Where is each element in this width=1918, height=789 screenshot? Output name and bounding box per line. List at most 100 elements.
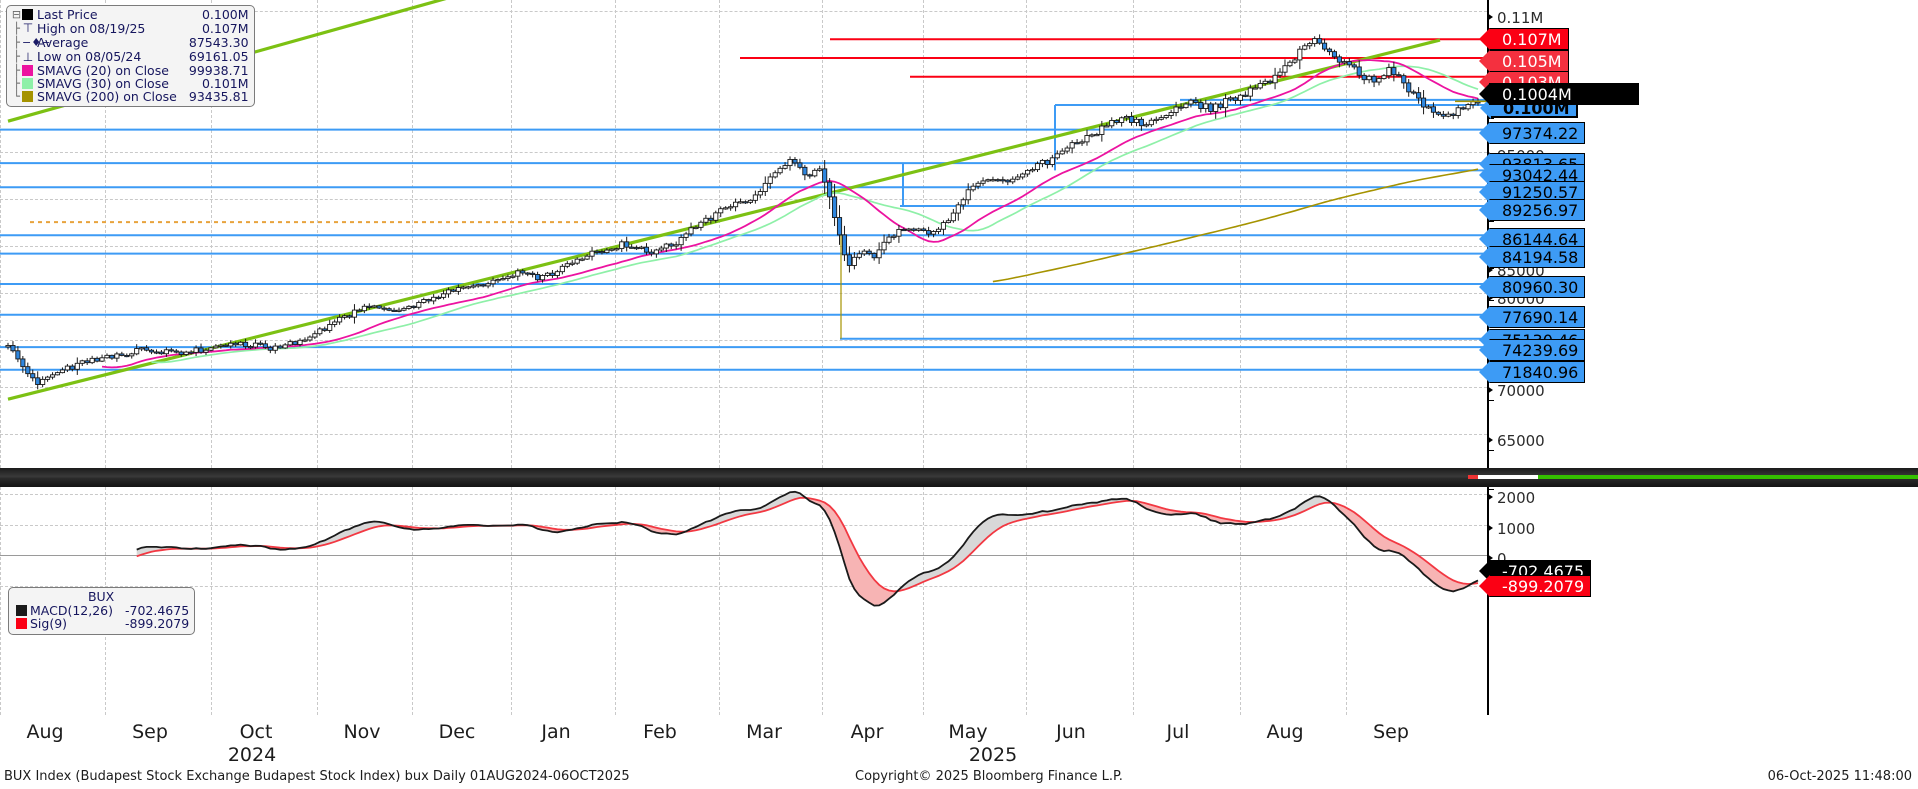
x-axis-month-label: Jan bbox=[541, 721, 571, 743]
tick-arrow-icon bbox=[1487, 493, 1493, 501]
legend-tree-glyph: ├ bbox=[13, 35, 20, 49]
gridline-h bbox=[0, 387, 1487, 388]
legend-label: High on 08/19/25 bbox=[37, 20, 146, 36]
legend-tree-glyph: ⊟ bbox=[11, 8, 22, 21]
legend-tree-glyph: ├ bbox=[13, 50, 20, 64]
legend-label: SMAVG (30) on Close bbox=[37, 76, 169, 92]
price-legend-box[interactable]: ⊟ Last Price 0.100M ├ ⊤ High on 08/19/25 0.107… bbox=[6, 5, 255, 108]
macd-legend-swatch bbox=[13, 617, 30, 630]
gridline-v bbox=[511, 487, 512, 715]
x-axis-month-label: Apr bbox=[850, 721, 884, 743]
sma30-line bbox=[151, 65, 1479, 364]
legend-swatch-high-icon: ⊤ bbox=[22, 21, 34, 36]
gridline-h bbox=[0, 585, 1487, 587]
price-level-flag[interactable]: 74239.69 bbox=[1478, 339, 1586, 361]
price-level-flag[interactable]: 71840.96 bbox=[1478, 361, 1586, 383]
price-tick-mark bbox=[1487, 300, 1494, 301]
gridline-h bbox=[0, 11, 1487, 12]
legend-value: 87543.30 bbox=[188, 34, 249, 50]
macd-axis[interactable]: 2000 1000 0 -702.4675 -899.2079 bbox=[1478, 487, 1918, 715]
price-level-flag[interactable]: 97374.22 bbox=[1478, 122, 1586, 144]
legend-swatch-box-icon bbox=[22, 90, 37, 103]
signal-line bbox=[136, 496, 1479, 593]
macd-legend-row[interactable]: MACD(12,26) -702.4675 bbox=[13, 604, 189, 617]
gridline-v bbox=[511, 0, 512, 468]
macd-legend-label: Sig(9) bbox=[30, 616, 68, 632]
tick-arrow-icon bbox=[1487, 294, 1493, 302]
gridline-v bbox=[719, 0, 720, 468]
tick-arrow-icon bbox=[1487, 386, 1493, 394]
macd-legend-row[interactable]: Sig(9) -899.2079 bbox=[13, 616, 190, 632]
x-axis-month-label: Sep bbox=[1373, 721, 1409, 743]
legend-value: 0.107M bbox=[201, 20, 249, 36]
price-tick-label: 70000 bbox=[1487, 382, 1545, 400]
gridline-v bbox=[822, 0, 823, 468]
macd-legend-value: -899.2079 bbox=[125, 616, 190, 632]
scrollbar-white-marker bbox=[1478, 475, 1538, 479]
x-axis-month-label: Jul bbox=[1166, 721, 1190, 743]
price-level-flag[interactable]: 0.1004M bbox=[1479, 83, 1639, 105]
x-axis-month-label: May bbox=[948, 721, 988, 743]
legend-value: 93435.81 bbox=[188, 89, 249, 105]
legend-label: Last Price bbox=[37, 7, 98, 22]
scrollbar-red-marker bbox=[1468, 475, 1478, 479]
price-level-flag[interactable]: 0.107M bbox=[1479, 28, 1569, 50]
gridline-v bbox=[105, 0, 106, 468]
legend-swatch-avg-icon: −♦− bbox=[22, 36, 51, 50]
tick-arrow-icon bbox=[1487, 436, 1493, 444]
footer-chart-description: BUX Index (Budapest Stock Exchange Budap… bbox=[4, 769, 630, 784]
legend-row[interactable]: ├ SMAVG (30) on Close 0.101M bbox=[11, 76, 249, 92]
x-axis-month-label: Aug bbox=[1266, 721, 1304, 743]
macd-axis-line bbox=[1487, 487, 1489, 715]
price-chart-panel[interactable] bbox=[0, 0, 1488, 468]
price-level-flag[interactable]: 86144.64 bbox=[1478, 228, 1586, 250]
legend-row[interactable]: ⊟ Last Price 0.100M bbox=[11, 8, 249, 21]
footer-timestamp: 06-Oct-2025 11:48:00 bbox=[1767, 769, 1912, 784]
sma200-line bbox=[992, 168, 1479, 283]
price-level-flag[interactable]: 80960.30 bbox=[1478, 276, 1586, 298]
x-axis-month-label: Aug bbox=[26, 721, 64, 743]
x-axis-month-label: Sep bbox=[132, 721, 168, 743]
gridline-v bbox=[1346, 487, 1347, 715]
price-tick-label: 65000 bbox=[1487, 432, 1545, 450]
x-axis-month-label: Oct bbox=[239, 721, 273, 743]
price-level-flag[interactable]: 89256.97 bbox=[1478, 199, 1586, 221]
gridline-v bbox=[412, 487, 413, 715]
gridline-h bbox=[0, 434, 1487, 435]
legend-value: 0.101M bbox=[201, 76, 249, 92]
macd-tick-label: 2000 bbox=[1487, 489, 1535, 507]
sma20-line bbox=[101, 59, 1479, 369]
legend-row[interactable]: ├ ⊤ High on 08/19/25 0.107M bbox=[11, 20, 249, 36]
price-tick-mark bbox=[1487, 400, 1494, 401]
gridline-v bbox=[1346, 0, 1347, 468]
legend-row[interactable]: └ SMAVG (200) on Close 93435.81 bbox=[11, 89, 249, 105]
macd-chart-panel[interactable] bbox=[0, 487, 1487, 715]
price-legend-table: ⊟ Last Price 0.100M ├ ⊤ High on 08/19/25 0.107… bbox=[11, 8, 249, 105]
legend-swatch-box-icon bbox=[22, 8, 37, 21]
macd-legend-box[interactable]: BUX MACD(12,26) -702.4675 Sig(9) -899.2079 bbox=[8, 587, 196, 635]
tick-arrow-icon bbox=[1487, 554, 1493, 562]
macd-legend-swatch bbox=[13, 604, 30, 617]
panel-divider-scrollbar[interactable] bbox=[0, 468, 1918, 487]
scrollbar-green-track[interactable] bbox=[1538, 475, 1918, 479]
price-level-flag[interactable]: 77690.14 bbox=[1478, 306, 1586, 328]
gridline-v bbox=[1133, 487, 1134, 715]
legend-row[interactable]: ├ −♦− Average 87543.30 bbox=[11, 34, 249, 50]
macd-histogram-fill bbox=[686, 491, 810, 532]
x-axis-month-label: Dec bbox=[438, 721, 476, 743]
price-level-flag[interactable]: 84194.58 bbox=[1478, 246, 1586, 268]
legend-row[interactable]: ├ SMAVG (20) on Close 99938.71 bbox=[11, 64, 248, 77]
legend-label: SMAVG (200) on Close bbox=[37, 89, 177, 105]
macd-legend-value: -702.4675 bbox=[125, 603, 190, 619]
candlestick-series bbox=[5, 34, 1481, 390]
gridline-h bbox=[0, 524, 1487, 526]
macd-level-flag[interactable]: -899.2079 bbox=[1478, 575, 1592, 597]
legend-swatch-low-icon: ⊥ bbox=[22, 49, 34, 64]
legend-label: Low on 08/05/24 bbox=[37, 49, 142, 65]
legend-value: 0.100M bbox=[201, 7, 249, 22]
legend-row[interactable]: ├ ⊥ Low on 08/05/24 69161.05 bbox=[11, 49, 248, 65]
gridline-h bbox=[0, 494, 1487, 495]
price-level-flag[interactable]: 0.105M bbox=[1479, 50, 1569, 72]
price-axis[interactable]: 0.11M9500090000850008000070000650000.107… bbox=[1478, 0, 1918, 468]
legend-tree-glyph: └ bbox=[13, 90, 20, 104]
